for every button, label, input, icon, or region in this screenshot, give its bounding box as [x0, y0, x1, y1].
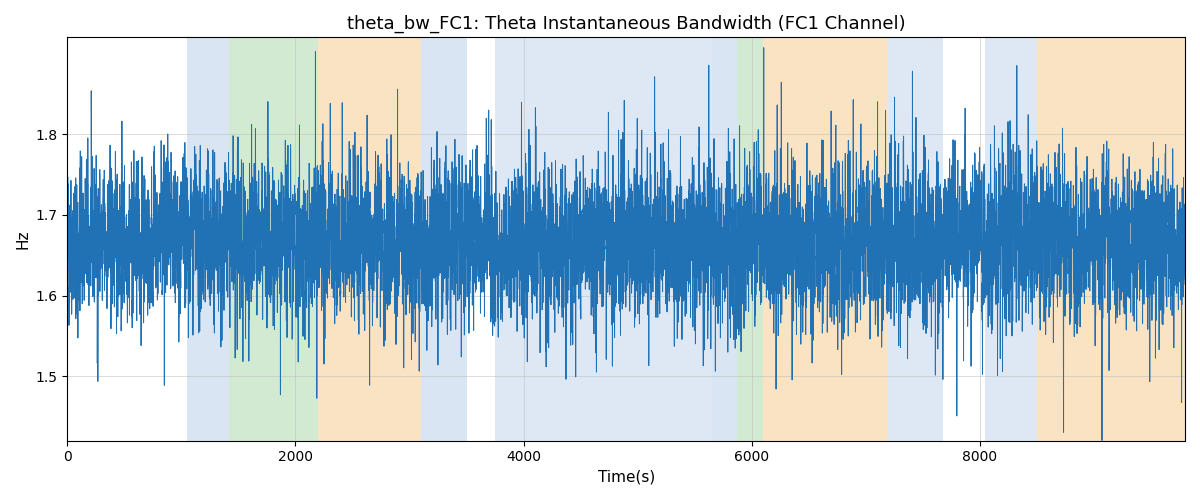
Bar — [763, 38, 888, 440]
Bar — [496, 38, 712, 440]
Bar — [318, 38, 421, 440]
Bar — [712, 38, 737, 440]
Title: theta_bw_FC1: Theta Instantaneous Bandwidth (FC1 Channel): theta_bw_FC1: Theta Instantaneous Bandwi… — [347, 15, 906, 34]
X-axis label: Time(s): Time(s) — [598, 470, 655, 485]
Bar — [229, 38, 318, 440]
Bar — [888, 38, 943, 440]
Bar — [187, 38, 229, 440]
Y-axis label: Hz: Hz — [16, 230, 30, 249]
Bar — [737, 38, 763, 440]
Bar — [421, 38, 467, 440]
Bar — [985, 38, 1037, 440]
Bar — [1037, 38, 1186, 440]
